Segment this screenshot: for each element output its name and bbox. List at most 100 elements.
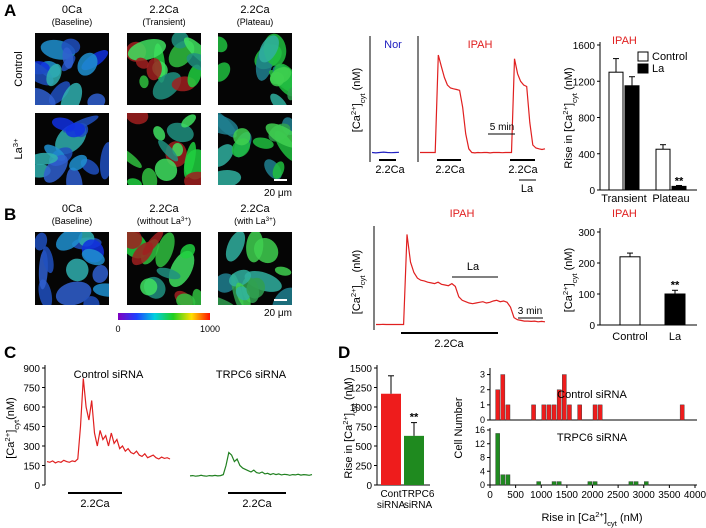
panel-label: C — [4, 343, 16, 362]
histogram-bar — [531, 404, 536, 421]
x-tick-label: 1500 — [556, 490, 579, 501]
histogram-bar — [551, 481, 557, 486]
column-title: 2.2Ca — [240, 4, 270, 16]
cell — [152, 72, 182, 100]
la-label: La — [521, 183, 534, 195]
y-tick-label: 250 — [355, 462, 372, 473]
histogram-title: Control siRNA — [557, 389, 627, 401]
y-axis-label-part: 2+ — [341, 415, 350, 424]
x-axis-label-part: cyt — [607, 519, 618, 528]
histogram-bar — [628, 481, 634, 486]
y-axis-label-part: (nM) — [351, 250, 363, 276]
y-tick-label: 4 — [480, 466, 485, 476]
trace-title: TRPC6 siRNA — [216, 369, 287, 381]
cell-image — [127, 113, 201, 185]
cell — [35, 59, 54, 86]
cell — [92, 283, 109, 297]
cell — [171, 33, 189, 49]
colorbar — [118, 313, 210, 320]
trace-title: IPAH — [468, 39, 493, 51]
histogram-bar — [500, 374, 506, 421]
cell — [155, 232, 175, 268]
y-axis-label-part: cyt — [358, 93, 367, 104]
x-axis-label-part: 2+ — [595, 510, 604, 519]
histogram-bar — [679, 404, 685, 421]
y-axis-label-part: (nM) — [351, 68, 363, 94]
y-axis-label: [Ca2+]cyt (nM) — [349, 68, 367, 132]
x-axis-label-part: (nM) — [617, 512, 643, 524]
column-title: 2.2Ca — [149, 4, 179, 16]
stimulus-label: 2.2Ca — [434, 338, 464, 350]
y-tick-label: 8 — [480, 453, 485, 463]
column-subtitle-part: (Baseline) — [52, 216, 93, 226]
bar — [608, 71, 624, 191]
histogram-bar — [587, 481, 593, 486]
y-tick-label: 400 — [578, 150, 595, 161]
y-tick-label: 450 — [23, 423, 40, 434]
x-tick-label: Plateau — [652, 193, 689, 205]
histogram-bar — [597, 404, 603, 421]
cell — [135, 57, 149, 69]
histogram-bar — [546, 404, 552, 421]
y-tick-label: 0 — [480, 480, 485, 490]
cell — [218, 113, 239, 135]
column-subtitle-part: (Plateau) — [237, 17, 274, 27]
cell — [218, 144, 234, 167]
cell — [146, 58, 162, 81]
cell — [77, 52, 98, 76]
histogram-bar — [541, 404, 547, 421]
x-axis-label-part: ] — [604, 512, 607, 524]
cell-image — [218, 113, 292, 185]
cell — [156, 267, 181, 280]
cell — [274, 266, 292, 276]
bar — [404, 435, 424, 485]
cell — [218, 62, 231, 82]
column-subtitle-part: 3+ — [266, 216, 274, 223]
histogram-bar — [562, 374, 567, 421]
x-tick-label: 3500 — [658, 490, 681, 501]
cell — [87, 93, 106, 105]
cell — [127, 178, 142, 185]
cell-image — [127, 232, 201, 305]
histogram-bar — [495, 389, 500, 421]
trace-title: IPAH — [450, 208, 475, 220]
y-tick-label: 750 — [23, 384, 40, 395]
column-subtitle-part: ) — [188, 216, 191, 226]
cell — [35, 152, 58, 165]
cell — [186, 53, 201, 71]
y-axis-label-part: (nM) — [563, 67, 575, 93]
column-subtitle-part: (with La — [234, 216, 266, 226]
scale-label: 20 μm — [264, 188, 292, 199]
colorbar-label: 1000 — [200, 324, 220, 334]
y-tick-label: 3 — [480, 370, 485, 380]
y-tick-label: 1250 — [350, 384, 373, 395]
cell — [218, 36, 228, 53]
cell — [48, 81, 71, 105]
column-subtitle-part: (Transient) — [142, 17, 185, 27]
cell — [183, 141, 196, 179]
cell — [35, 87, 56, 105]
cell — [43, 154, 68, 183]
y-tick-label: 12 — [475, 439, 485, 449]
y-tick-label: 1000 — [350, 403, 373, 414]
cell — [60, 82, 83, 105]
y-tick-label: 0 — [366, 481, 372, 492]
y-tick-label: 300 — [578, 228, 595, 239]
y-axis-label-part: Rise in [Ca — [343, 424, 355, 479]
histogram-bar — [577, 404, 582, 421]
cell — [81, 248, 105, 266]
cell-image — [127, 33, 201, 105]
cell — [153, 126, 166, 141]
y-tick-label: 500 — [355, 442, 372, 453]
y-axis-label-part: [Ca — [5, 441, 17, 459]
trace-title: Control siRNA — [74, 369, 144, 381]
cell-image — [35, 232, 109, 305]
cell — [270, 93, 289, 105]
x-tick-label: Cont — [380, 489, 401, 500]
x-tick-label: 2000 — [581, 490, 604, 501]
cell — [187, 64, 201, 88]
cell — [253, 237, 279, 264]
histogram-bar — [592, 404, 598, 421]
x-axis-label: Rise in [Ca2+]cyt (nM) — [541, 510, 642, 528]
column-subtitle-part: (Baseline) — [52, 17, 93, 27]
